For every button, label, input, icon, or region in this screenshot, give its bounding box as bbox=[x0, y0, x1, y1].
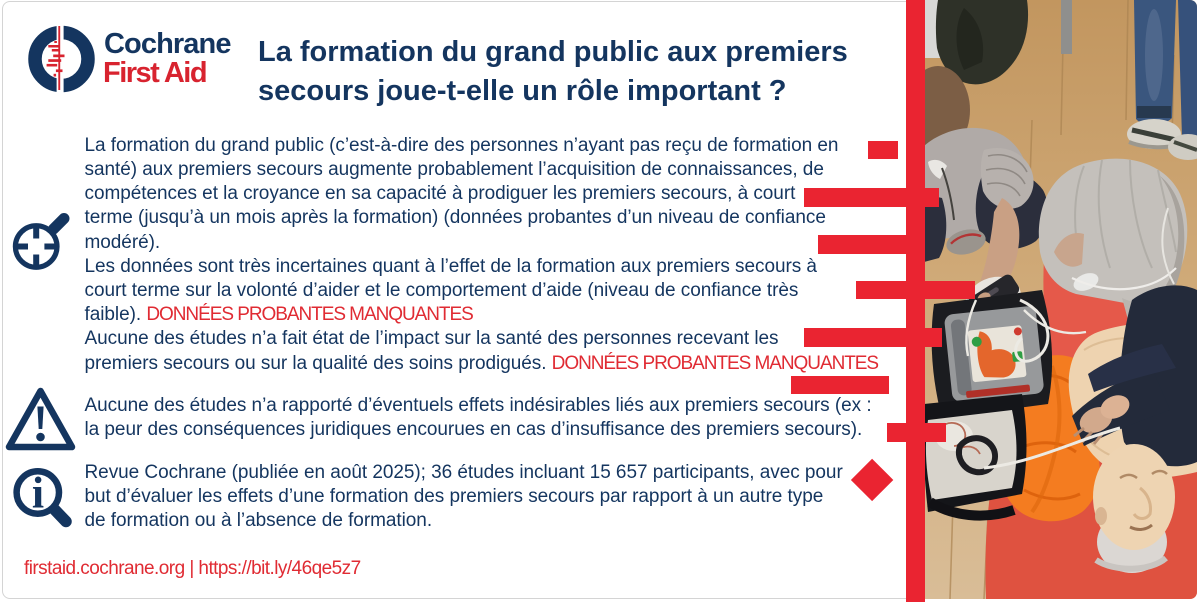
svg-text:i: i bbox=[32, 469, 44, 518]
